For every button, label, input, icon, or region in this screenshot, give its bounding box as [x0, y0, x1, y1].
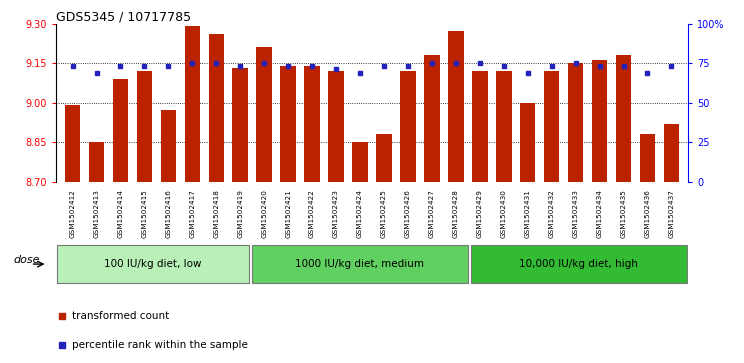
- Bar: [640, 134, 655, 182]
- Bar: [328, 71, 344, 182]
- Text: dose: dose: [14, 255, 40, 265]
- Bar: [400, 71, 416, 182]
- Text: GSM1502433: GSM1502433: [573, 189, 579, 237]
- Bar: [520, 102, 536, 182]
- Text: GSM1502429: GSM1502429: [477, 189, 483, 237]
- Text: GSM1502412: GSM1502412: [70, 189, 76, 237]
- Bar: [568, 63, 583, 182]
- Bar: [616, 55, 632, 182]
- Bar: [89, 142, 104, 182]
- Bar: [257, 47, 272, 182]
- Text: GSM1502414: GSM1502414: [118, 189, 124, 237]
- Bar: [448, 32, 464, 182]
- Text: GSM1502421: GSM1502421: [285, 189, 291, 237]
- Bar: [352, 142, 368, 182]
- Text: GSM1502435: GSM1502435: [620, 189, 626, 237]
- Text: transformed count: transformed count: [71, 311, 169, 321]
- Bar: [470, 245, 687, 283]
- Text: GSM1502430: GSM1502430: [501, 189, 507, 237]
- Text: GSM1502427: GSM1502427: [429, 189, 435, 237]
- Text: GSM1502426: GSM1502426: [405, 189, 411, 237]
- Bar: [544, 71, 559, 182]
- Bar: [472, 71, 487, 182]
- Text: 1000 IU/kg diet, medium: 1000 IU/kg diet, medium: [295, 259, 424, 269]
- Bar: [185, 26, 200, 182]
- Text: GSM1502428: GSM1502428: [453, 189, 459, 237]
- Text: GSM1502432: GSM1502432: [548, 189, 555, 237]
- Bar: [591, 61, 607, 182]
- Text: 10,000 IU/kg diet, high: 10,000 IU/kg diet, high: [519, 259, 638, 269]
- Bar: [112, 79, 128, 182]
- Text: GSM1502418: GSM1502418: [214, 189, 219, 237]
- Text: GSM1502437: GSM1502437: [668, 189, 674, 237]
- Bar: [376, 134, 392, 182]
- Bar: [65, 105, 80, 182]
- Bar: [304, 66, 320, 182]
- Bar: [496, 71, 512, 182]
- Bar: [208, 34, 224, 182]
- Text: GSM1502422: GSM1502422: [309, 189, 315, 237]
- Bar: [137, 71, 153, 182]
- Text: GSM1502419: GSM1502419: [237, 189, 243, 237]
- Bar: [232, 68, 248, 182]
- Bar: [251, 245, 468, 283]
- Text: GSM1502417: GSM1502417: [189, 189, 196, 237]
- Text: GSM1502416: GSM1502416: [165, 189, 171, 237]
- Text: GSM1502434: GSM1502434: [597, 189, 603, 237]
- Bar: [664, 123, 679, 182]
- Text: GSM1502420: GSM1502420: [261, 189, 267, 237]
- Text: GSM1502431: GSM1502431: [525, 189, 530, 237]
- Text: percentile rank within the sample: percentile rank within the sample: [71, 340, 248, 350]
- Bar: [161, 110, 176, 182]
- Bar: [424, 55, 440, 182]
- Text: GSM1502436: GSM1502436: [644, 189, 650, 237]
- Text: 100 IU/kg diet, low: 100 IU/kg diet, low: [104, 259, 202, 269]
- Bar: [57, 245, 249, 283]
- Text: GSM1502425: GSM1502425: [381, 189, 387, 237]
- Bar: [280, 66, 296, 182]
- Text: GDS5345 / 10717785: GDS5345 / 10717785: [56, 11, 191, 24]
- Text: GSM1502413: GSM1502413: [94, 189, 100, 237]
- Text: GSM1502423: GSM1502423: [333, 189, 339, 237]
- Text: GSM1502415: GSM1502415: [141, 189, 147, 237]
- Text: GSM1502424: GSM1502424: [357, 189, 363, 237]
